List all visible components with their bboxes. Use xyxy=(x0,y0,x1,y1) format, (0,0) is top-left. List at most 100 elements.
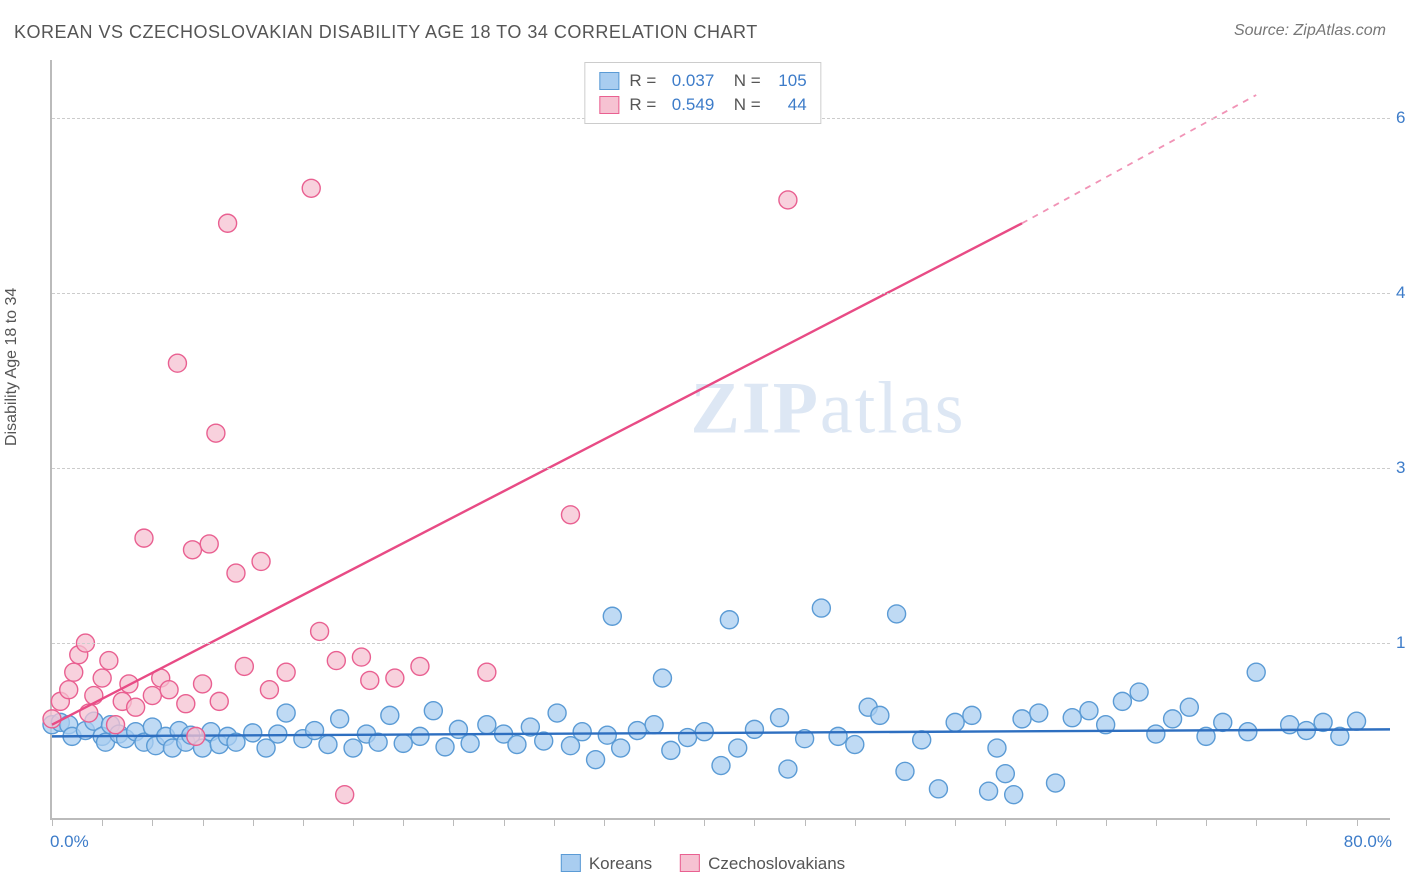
data-point xyxy=(461,734,479,752)
x-tick xyxy=(604,818,605,826)
data-point xyxy=(210,692,228,710)
data-point xyxy=(1063,709,1081,727)
data-point xyxy=(980,782,998,800)
data-point xyxy=(160,681,178,699)
data-point xyxy=(244,724,262,742)
data-point xyxy=(394,734,412,752)
data-point xyxy=(745,720,763,738)
data-point xyxy=(478,663,496,681)
data-point xyxy=(344,739,362,757)
data-point xyxy=(65,663,83,681)
data-point xyxy=(963,706,981,724)
data-point xyxy=(107,716,125,734)
data-point xyxy=(302,179,320,197)
data-point xyxy=(1030,704,1048,722)
data-point xyxy=(127,698,145,716)
data-point xyxy=(771,709,789,727)
data-point xyxy=(1047,774,1065,792)
data-point xyxy=(662,741,680,759)
data-point xyxy=(946,713,964,731)
series-legend: Koreans Czechoslovakians xyxy=(561,854,845,874)
r-value-czech: 0.549 xyxy=(666,93,714,117)
legend-item: Czechoslovakians xyxy=(680,854,845,874)
data-point xyxy=(352,648,370,666)
x-tick xyxy=(102,818,103,826)
y-axis-label: Disability Age 18 to 34 xyxy=(3,288,21,446)
data-point xyxy=(331,710,349,728)
r-value-koreans: 0.037 xyxy=(666,69,714,93)
data-point xyxy=(929,780,947,798)
data-point xyxy=(306,722,324,740)
legend-label: Czechoslovakians xyxy=(708,854,845,873)
data-point xyxy=(424,702,442,720)
data-point xyxy=(1013,710,1031,728)
data-point xyxy=(653,669,671,687)
data-point xyxy=(561,506,579,524)
data-point xyxy=(478,716,496,734)
n-value-czech: 44 xyxy=(771,93,807,117)
chart-container: KOREAN VS CZECHOSLOVAKIAN DISABILITY AGE… xyxy=(0,0,1406,892)
data-point xyxy=(1005,786,1023,804)
data-point xyxy=(411,727,429,745)
chart-title: KOREAN VS CZECHOSLOVAKIAN DISABILITY AGE… xyxy=(14,22,758,43)
data-point xyxy=(896,762,914,780)
x-tick xyxy=(403,818,404,826)
data-point xyxy=(311,622,329,640)
data-point xyxy=(679,729,697,747)
data-point xyxy=(411,657,429,675)
data-point xyxy=(143,687,161,705)
data-point xyxy=(319,736,337,754)
data-point xyxy=(1080,702,1098,720)
x-tick xyxy=(1357,818,1358,826)
data-point xyxy=(1164,710,1182,728)
data-point xyxy=(1214,713,1232,731)
legend-item: Koreans xyxy=(561,854,652,874)
x-tick xyxy=(52,818,53,826)
legend-swatch xyxy=(680,854,700,872)
regression-line-extrapolated xyxy=(1022,95,1256,223)
data-point xyxy=(219,214,237,232)
data-point xyxy=(436,738,454,756)
data-point xyxy=(43,710,61,728)
data-point xyxy=(200,535,218,553)
data-point xyxy=(227,564,245,582)
data-point xyxy=(1180,698,1198,716)
gridline xyxy=(52,293,1390,294)
legend-label: Koreans xyxy=(589,854,652,873)
x-tick xyxy=(1106,818,1107,826)
x-tick xyxy=(554,818,555,826)
data-point xyxy=(235,657,253,675)
plot-area: ZIPatlas 15.0%30.0%45.0%60.0% xyxy=(50,60,1390,820)
data-point xyxy=(1239,723,1257,741)
x-tick xyxy=(805,818,806,826)
data-point xyxy=(260,681,278,699)
data-point xyxy=(135,529,153,547)
data-point xyxy=(779,760,797,778)
x-tick xyxy=(453,818,454,826)
data-point xyxy=(779,191,797,209)
data-point xyxy=(913,731,931,749)
data-point xyxy=(277,704,295,722)
data-point xyxy=(548,704,566,722)
source-attribution: Source: ZipAtlas.com xyxy=(1234,22,1386,40)
x-min-label: 0.0% xyxy=(50,832,89,852)
data-point xyxy=(1130,683,1148,701)
data-point xyxy=(603,607,621,625)
data-point xyxy=(1348,712,1366,730)
data-point xyxy=(573,723,591,741)
x-tick xyxy=(905,818,906,826)
y-tick-label: 15.0% xyxy=(1396,633,1406,653)
data-point xyxy=(712,757,730,775)
data-point xyxy=(187,727,205,745)
x-tick xyxy=(754,818,755,826)
data-point xyxy=(720,611,738,629)
y-tick-label: 30.0% xyxy=(1396,458,1406,478)
data-point xyxy=(93,669,111,687)
x-tick xyxy=(1056,818,1057,826)
r-label: R = xyxy=(629,93,656,117)
n-value-koreans: 105 xyxy=(771,69,807,93)
data-point xyxy=(729,739,747,757)
gridline xyxy=(52,643,1390,644)
x-tick xyxy=(1206,818,1207,826)
x-tick xyxy=(654,818,655,826)
